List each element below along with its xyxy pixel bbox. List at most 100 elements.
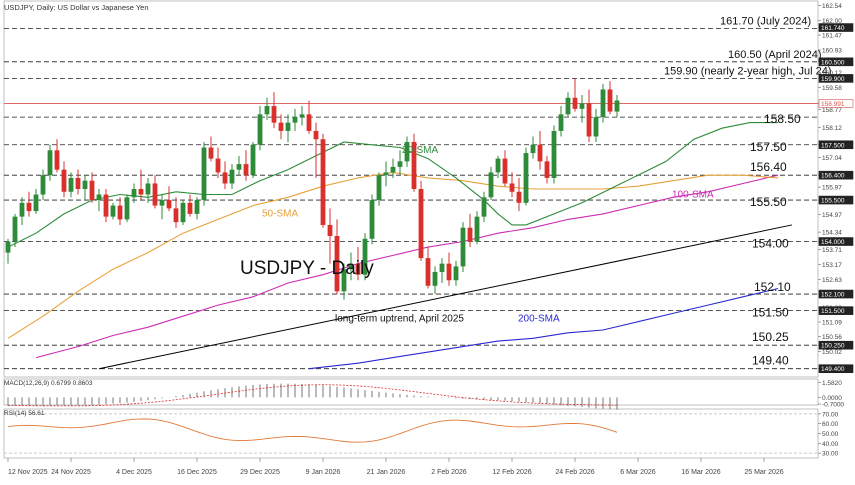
- candle: [159, 194, 165, 220]
- candle: [40, 169, 46, 201]
- level-label: 160.50 (April 2024): [728, 49, 822, 61]
- candle-body: [299, 114, 305, 118]
- candle-body: [285, 122, 291, 131]
- main-panel-frame: [3, 0, 819, 378]
- price-highlight-box: [818, 140, 854, 150]
- price-tick-label: 161.47: [822, 33, 842, 40]
- candle: [537, 130, 543, 170]
- candle-body: [271, 106, 277, 123]
- price-highlight-label: 158.991: [821, 101, 845, 108]
- time-tick-label: 16 Mar 2026: [681, 469, 720, 476]
- candle: [26, 191, 32, 217]
- candle-body: [502, 158, 508, 184]
- candle-body: [166, 200, 172, 209]
- level-label: 151.50: [752, 306, 789, 320]
- candle: [243, 150, 249, 181]
- candle: [299, 106, 305, 126]
- candle: [516, 177, 522, 212]
- price-highlight-box: [818, 57, 854, 67]
- price-highlight-box: [818, 289, 854, 299]
- candle: [33, 189, 39, 214]
- candle: [348, 252, 354, 281]
- candle: [131, 183, 137, 203]
- candle-body: [124, 197, 130, 220]
- price-tick-label: 151.09: [822, 319, 842, 326]
- candle-body: [362, 238, 368, 275]
- macd-panel: 1.5820 0.0000-0.7000: [7, 380, 844, 410]
- candle-body: [593, 117, 599, 137]
- sma200-line: [308, 287, 779, 370]
- trendline: [98, 224, 793, 370]
- candle-body: [383, 172, 389, 176]
- candle: [446, 252, 452, 286]
- candle-body: [12, 216, 18, 242]
- candle: [544, 155, 550, 184]
- price-highlight-label: 160.500: [821, 59, 845, 66]
- sma100-line: [35, 174, 779, 359]
- candle-body: [194, 200, 200, 214]
- candle: [502, 150, 508, 187]
- macd-panel-frame: [3, 378, 819, 406]
- price-tick-label: 160.93: [822, 47, 842, 54]
- price-highlight-box: [818, 237, 854, 246]
- rsi-tick-label: 70.00: [822, 411, 839, 418]
- candle-body: [243, 164, 249, 176]
- candle: [600, 83, 606, 123]
- time-tick-label: 21 Jan 2026: [367, 469, 406, 476]
- candle: [96, 189, 102, 212]
- candle-body: [355, 263, 361, 275]
- candle: [509, 172, 515, 198]
- candle: [334, 219, 340, 295]
- candle: [5, 238, 11, 264]
- candle: [362, 233, 368, 281]
- candle: [404, 136, 410, 167]
- candle-body: [173, 208, 179, 223]
- candle-body: [278, 122, 284, 131]
- candle-body: [110, 205, 116, 217]
- candle-body: [453, 266, 459, 281]
- rsi-label: RSI(14) 56.61: [4, 410, 45, 417]
- candle: [19, 197, 25, 225]
- candle-body: [201, 147, 207, 201]
- candle-body: [418, 189, 424, 259]
- candle-body: [103, 194, 109, 217]
- price-highlight-box: [818, 364, 854, 374]
- price-highlight-box: [818, 195, 854, 205]
- price-tick-label: 154.34: [822, 230, 842, 237]
- candlesticks: [5, 78, 620, 300]
- candle: [558, 106, 564, 137]
- candle-body: [544, 161, 550, 178]
- candle-body: [117, 205, 123, 220]
- level-label: 161.70 (July 2024): [720, 16, 811, 28]
- price-tick-label: 155.97: [822, 185, 842, 192]
- time-tick-label: 24 Feb 2026: [555, 469, 594, 476]
- candle: [313, 122, 319, 178]
- candle-body: [446, 263, 452, 281]
- price-highlight-box: [818, 340, 854, 350]
- level-label: 149.40: [752, 354, 789, 368]
- price-highlight-label: 155.500: [821, 198, 845, 205]
- candle-body: [33, 194, 39, 212]
- price-tick-label: 150.02: [822, 349, 842, 356]
- candle: [292, 108, 298, 131]
- candle-body: [19, 202, 25, 217]
- candle: [89, 172, 95, 203]
- candle-body: [432, 271, 438, 286]
- candle: [432, 266, 438, 295]
- candle: [278, 114, 284, 140]
- candle-body: [313, 130, 319, 140]
- candle-body: [306, 114, 312, 131]
- candle-body: [397, 161, 403, 167]
- candle: [124, 194, 130, 223]
- price-highlight-label: 154.000: [821, 239, 845, 246]
- candle: [551, 125, 557, 184]
- level-label: 155.50: [750, 195, 787, 209]
- level-label: 154.00: [752, 237, 789, 251]
- rsi-tick-label: 40.00: [822, 441, 839, 448]
- price-highlight-box: [818, 99, 854, 108]
- candle: [257, 106, 263, 151]
- candle-body: [509, 183, 515, 192]
- price-highlight-label: 149.400: [821, 366, 845, 373]
